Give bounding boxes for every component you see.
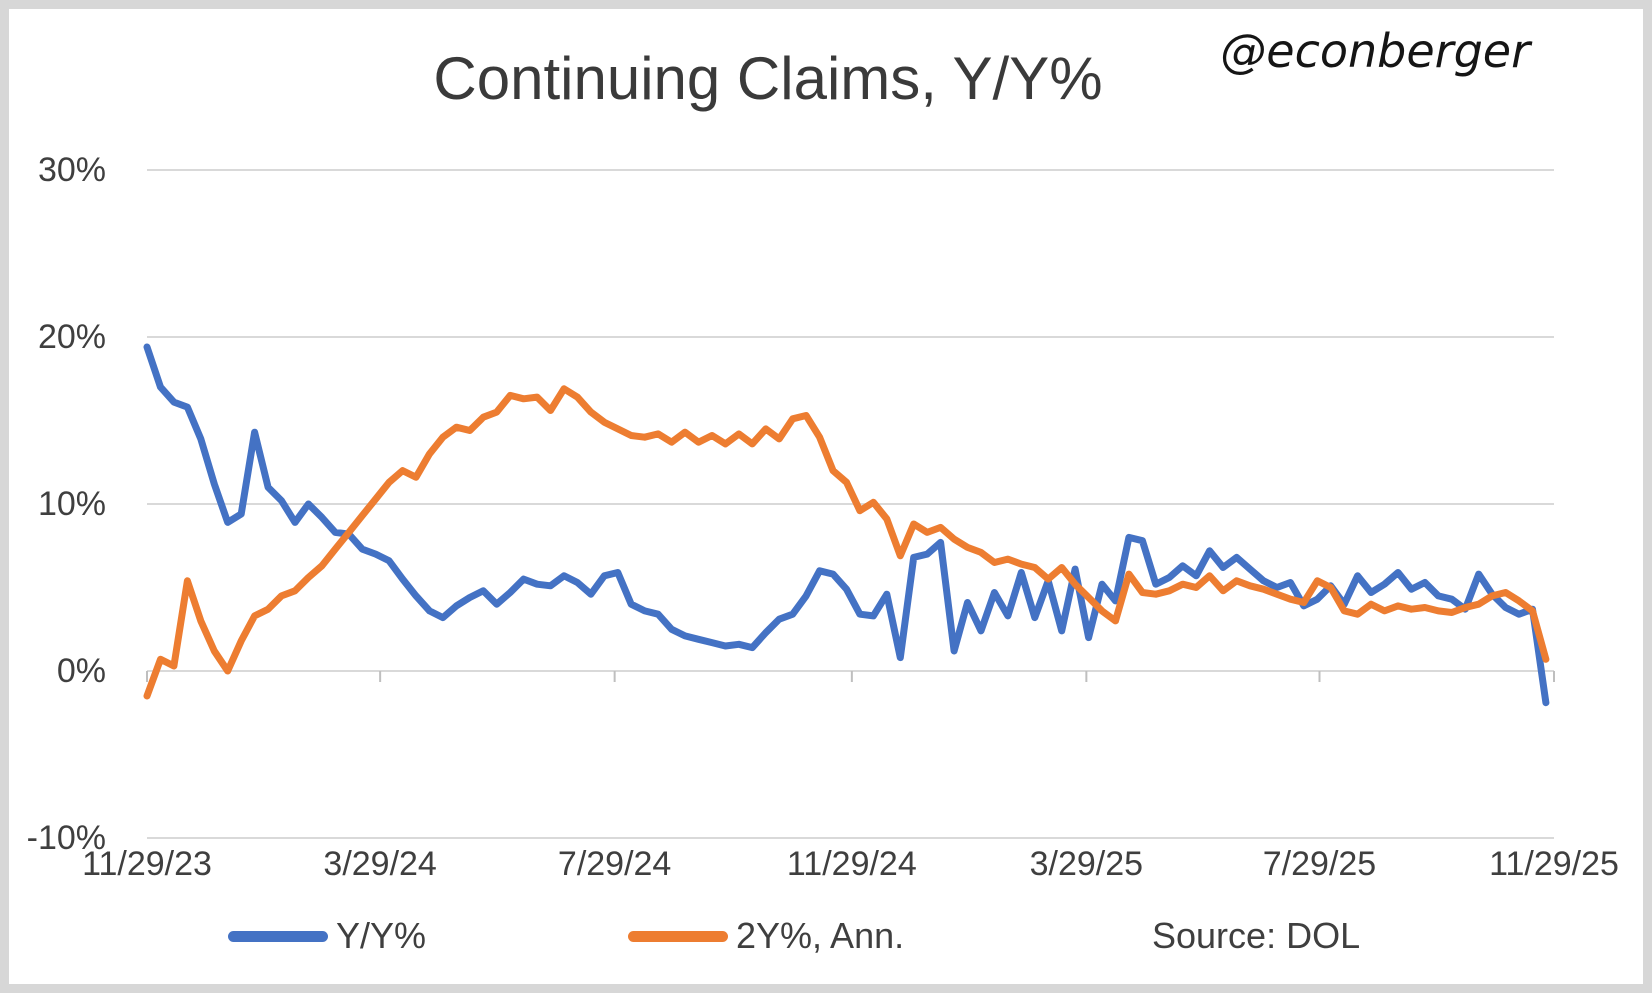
legend-label-yy: Y/Y% [336,915,427,956]
x-tick-label: 7/29/25 [1262,845,1377,883]
legend-swatch-2y-line [628,931,728,942]
series-line-2y-ann [143,385,1550,700]
y-tick-label: -10% [26,819,106,857]
y-tick-label: 30% [37,151,106,189]
legend-label-2y: 2Y%, Ann. [736,915,905,956]
x-tick-label: 3/29/24 [323,845,437,883]
x-tick-label: 11/29/23 [82,845,212,883]
x-tick-label: 11/29/24 [786,845,917,883]
series-line-yy [143,343,1550,707]
y-tick-label: 20% [37,318,106,356]
chart-title: Continuing Claims, Y/Y% [433,45,1103,112]
x-tick-label: 7/29/24 [557,845,672,883]
y-tick-label: 10% [37,485,106,523]
source-note: Source: DOL [1152,915,1361,956]
x-tick-label: 11/29/25 [1489,845,1619,883]
watermark-handle: @econberger [1220,24,1530,78]
legend-swatch-yy-line [228,931,328,942]
y-tick-label: 0% [56,652,106,690]
x-tick-label: 3/29/25 [1029,845,1144,883]
